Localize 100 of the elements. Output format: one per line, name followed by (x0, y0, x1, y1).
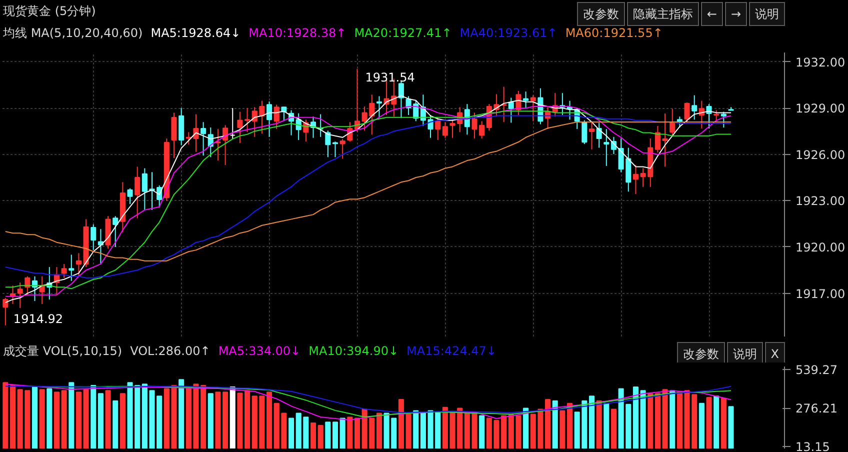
bar (640, 390, 646, 448)
annotation: 1914.92 (13, 312, 64, 326)
candlestick (76, 252, 82, 277)
candlestick (222, 124, 228, 166)
bar (588, 396, 595, 448)
y-tick-label: 1917.00 (796, 286, 846, 301)
bar (654, 393, 660, 448)
y-tick-label: 1923.00 (796, 194, 846, 208)
bar (398, 398, 404, 448)
text: MA15:424.47↓ (406, 344, 496, 358)
bar (479, 415, 485, 448)
candlestick (720, 111, 726, 128)
chart-subtitle: 均线 MA(5,10,20,40,60) (3, 26, 143, 40)
bar (10, 385, 16, 448)
bar (566, 402, 573, 448)
text: MA20:1927.41↑ (354, 26, 452, 40)
bar (406, 412, 412, 448)
candlestick (706, 104, 712, 129)
chart-title: 成交量 VOL(5,10,15) (3, 344, 122, 358)
bar (46, 388, 52, 448)
candlestick (17, 282, 23, 308)
line-series (4, 386, 732, 414)
bar (676, 392, 682, 448)
y-tick-label: 1920.00 (796, 240, 846, 254)
candlestick (508, 97, 514, 124)
text: ← (700, 2, 723, 26)
candlestick (340, 138, 346, 160)
text: MA60:1921.55↑ (565, 26, 663, 40)
bar (32, 386, 38, 448)
bar (178, 379, 184, 448)
bar (347, 416, 353, 448)
candlestick (632, 164, 638, 195)
candlestick (230, 108, 236, 140)
text: 说明 (749, 2, 785, 26)
text: X (764, 342, 785, 366)
candlestick (171, 112, 177, 159)
bar (560, 410, 566, 448)
text: MA5:334.00↓ (218, 344, 301, 358)
bar (237, 392, 243, 448)
candlestick (523, 91, 529, 110)
bar (552, 400, 558, 448)
bar (501, 415, 507, 448)
candlestick (662, 112, 668, 168)
bar (325, 422, 331, 448)
bar (714, 396, 720, 448)
text: MA40:1923.61↑ (460, 26, 558, 40)
bar (98, 393, 104, 448)
bar (39, 389, 45, 448)
candlestick (501, 86, 507, 123)
bar (222, 392, 228, 448)
text: MA5:1928.64↓ (150, 26, 241, 40)
candlestick (604, 128, 610, 166)
line-series (4, 384, 732, 420)
candlestick (676, 116, 682, 128)
chart-title: 现货黄金 (5分钟) (3, 4, 96, 18)
candlestick (61, 263, 67, 278)
annotation: 1931.54 (365, 70, 415, 84)
candlestick (127, 188, 133, 205)
bar (413, 410, 419, 448)
bar (244, 390, 250, 448)
bar (670, 390, 676, 448)
bar (720, 398, 726, 448)
candlestick (134, 166, 140, 219)
bar (340, 418, 346, 448)
bar (332, 422, 338, 448)
y-tick-label: 1926.00 (796, 148, 846, 162)
bar (648, 393, 654, 448)
bar (728, 406, 734, 448)
text: 改参数 (676, 342, 725, 366)
candlestick (714, 110, 720, 122)
candlestick (684, 102, 690, 124)
candlestick (442, 122, 448, 138)
candlestick (582, 120, 588, 145)
candlestick (435, 118, 441, 141)
bar (610, 408, 617, 448)
candlestick (692, 94, 698, 120)
bar (604, 402, 610, 448)
bar (632, 386, 638, 448)
bar (2, 382, 8, 448)
bar (662, 389, 668, 448)
candlestick (237, 111, 243, 144)
bar (698, 402, 704, 448)
bar (61, 390, 67, 448)
candlestick (68, 254, 74, 282)
bar (310, 422, 316, 448)
candlestick (670, 108, 676, 138)
candlestick (90, 224, 96, 251)
bar (120, 393, 126, 448)
y-tick-label: 1929.00 (796, 102, 846, 116)
bar (208, 393, 214, 448)
candlestick (112, 216, 118, 248)
candlestick (450, 119, 456, 138)
candlestick (596, 122, 602, 148)
candlestick (588, 120, 595, 150)
y-tick-label: 276.21 (796, 402, 838, 416)
candlestick (332, 141, 338, 158)
bar (105, 390, 111, 448)
y-tick-label: 1932.00 (796, 55, 846, 70)
bar (112, 400, 118, 448)
candlestick (215, 128, 221, 162)
